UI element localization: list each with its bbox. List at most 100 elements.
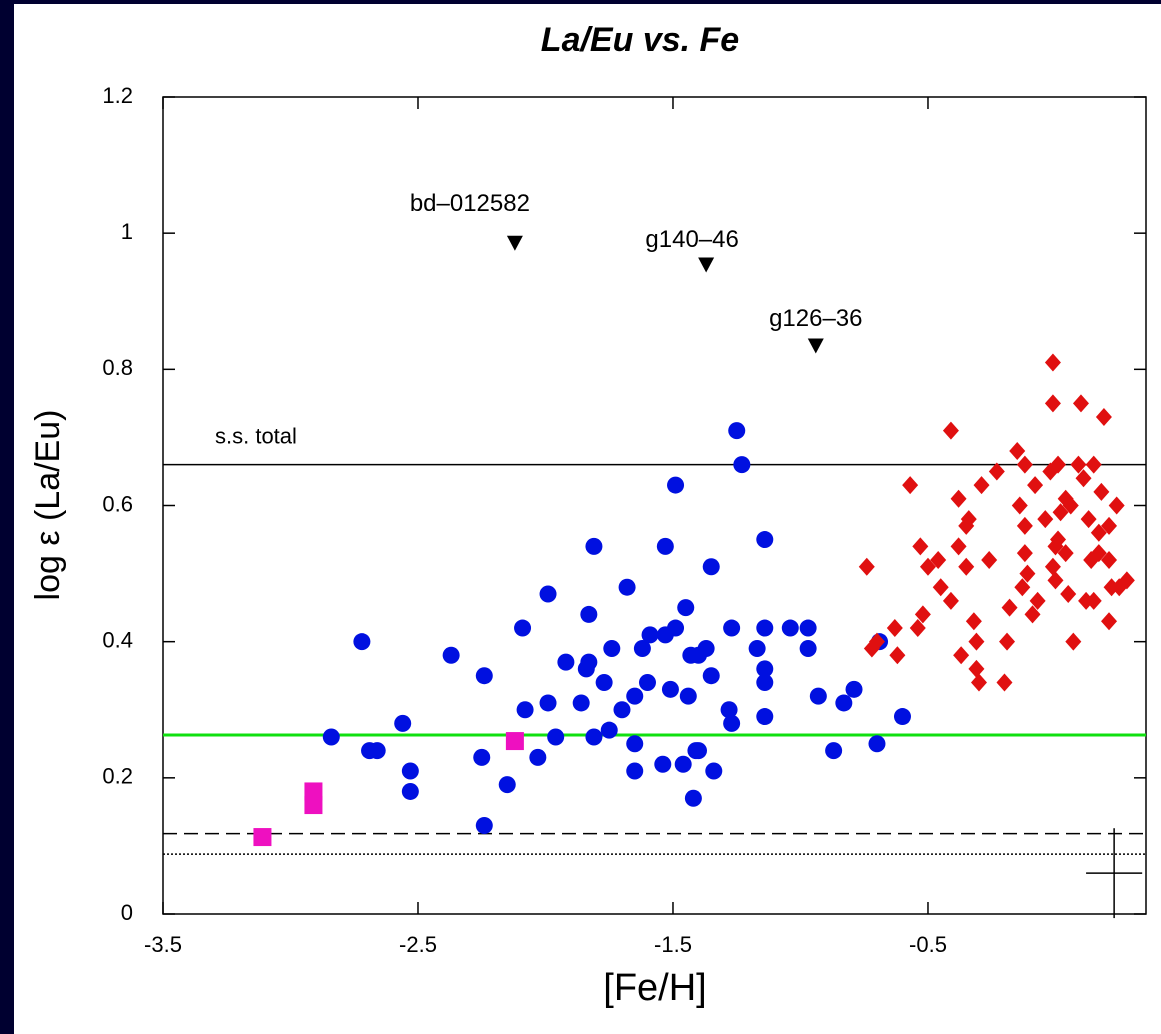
data-point [756,660,774,678]
y-tick-label: 0.6 [102,491,133,516]
data-point [1085,591,1102,610]
data-point [1062,496,1079,515]
data-point [580,653,598,671]
data-point [667,476,685,494]
data-point [1016,516,1033,535]
data-point [697,639,715,657]
data-point [1001,598,1018,617]
data-point [1011,496,1028,515]
y-axis-label: log ε (La/Eu) [29,410,67,601]
data-point [684,789,702,807]
y-tick-label: 0.2 [102,764,133,789]
data-point [1072,394,1089,413]
data-point [705,762,723,780]
data-point [547,728,565,746]
data-point [702,667,720,685]
data-point [756,531,774,549]
data-point [1044,557,1061,576]
data-point [353,633,371,651]
data-point [661,680,679,698]
data-point [863,639,880,658]
data-point [1093,482,1110,501]
data-point [720,701,738,719]
data-point [912,537,929,556]
data-point [679,687,697,705]
data-point [893,708,911,726]
data-point [968,632,985,651]
x-axis-label: [Fe/H] [603,967,706,1009]
x-tick-label: -1.5 [654,932,692,957]
data-point [950,489,967,508]
data-point [557,653,575,671]
data-point [1024,605,1041,624]
data-point [585,728,603,746]
data-point [728,422,746,440]
y-tick-label: 1 [121,219,133,244]
data-point [1090,544,1107,563]
data-point [475,816,493,834]
data-point [809,687,827,705]
data-point [748,639,766,657]
data-point [1027,476,1044,495]
data-point [304,782,323,801]
data-point [580,605,598,623]
data-point [1118,571,1135,590]
data-point [1101,550,1118,569]
data-point [1044,394,1061,413]
data-point [626,762,644,780]
data-point [996,673,1013,692]
data-point [1090,523,1107,542]
data-point [756,674,774,692]
data-point [902,476,919,495]
data-point [572,694,590,712]
data-point [1065,632,1082,651]
data-point [638,674,656,692]
data-point [845,680,863,698]
data-point [702,558,720,576]
data-point [595,674,613,692]
data-point [1060,585,1077,604]
data-point [756,619,774,637]
data-point [889,646,906,665]
data-point [999,632,1016,651]
data-point [654,755,672,773]
data-point [498,776,516,794]
data-point [674,755,692,773]
data-point [626,687,644,705]
data-point [641,626,659,644]
data-point [1052,503,1069,522]
data-point [981,550,998,569]
data-point [1047,571,1064,590]
data-point [835,694,853,712]
data-point [442,646,460,664]
data-point [942,421,959,440]
data-point [858,557,875,576]
data-point [1095,407,1112,426]
data-point [618,578,636,596]
data-point [1050,455,1067,474]
data-point [505,732,524,751]
data-point [529,748,547,766]
y-tick-label: 1.2 [102,83,133,108]
data-point [368,742,386,760]
data-point [1016,544,1033,563]
data-point [304,796,323,815]
reference-line-label: s.s. total [215,423,297,448]
data-point [950,537,967,556]
data-point [475,667,493,685]
data-point [613,701,631,719]
data-point [723,619,741,637]
data-point [1085,455,1102,474]
y-tick-label: 0 [121,900,133,925]
data-point [656,537,674,555]
data-point [799,619,817,637]
data-point [667,619,685,637]
data-point [603,639,621,657]
data-point [687,742,705,760]
data-point [960,510,977,529]
y-tick-label: 0.8 [102,355,133,380]
data-point [1014,578,1031,597]
slide-panel [14,4,1161,1034]
